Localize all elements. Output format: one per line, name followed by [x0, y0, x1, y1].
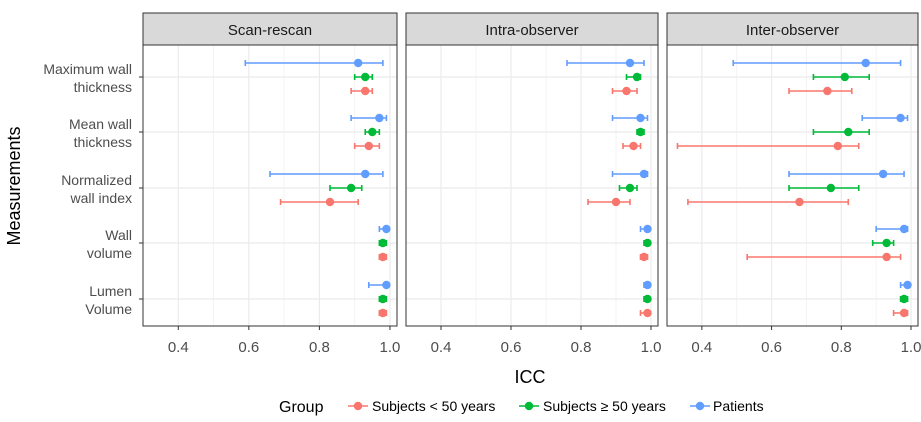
data-point — [643, 224, 652, 234]
data-point — [378, 252, 388, 262]
data-point — [823, 86, 832, 96]
facet-strip — [142, 12, 398, 46]
data-point — [361, 86, 370, 96]
data-point — [643, 280, 652, 290]
data-point — [378, 308, 388, 318]
data-point — [833, 141, 843, 151]
facet-title: Intra-observer — [485, 22, 578, 39]
data-point — [632, 72, 642, 82]
data-point — [622, 86, 631, 96]
y-tick-label-line1: Lumen — [89, 283, 132, 299]
data-point — [364, 141, 373, 151]
panel-border — [405, 44, 659, 327]
facet-strip — [405, 12, 659, 46]
legend-key-point — [353, 401, 363, 411]
x-tick-label: 0.8 — [571, 339, 592, 356]
legend-title: Group — [279, 399, 324, 416]
data-point — [325, 197, 335, 207]
y-tick-label-line1: Mean wall — [69, 116, 132, 132]
y-tick-label-line2: volume — [87, 245, 132, 261]
data-point — [844, 127, 853, 137]
panel-background — [143, 45, 397, 326]
x-tick-label: 1.0 — [901, 339, 921, 356]
data-point — [861, 58, 870, 68]
data-point — [353, 58, 363, 68]
data-point — [346, 183, 356, 193]
x-tick-label: 0.6 — [501, 339, 522, 356]
data-point — [375, 113, 384, 123]
data-point — [639, 252, 649, 262]
y-tick-label-line1: Maximum wall — [43, 61, 132, 77]
data-point — [643, 238, 652, 248]
facet-title: Inter-observer — [746, 22, 839, 39]
x-tick-label: 0.4 — [431, 339, 452, 356]
data-point — [625, 183, 635, 193]
data-point — [896, 113, 905, 123]
data-point — [643, 294, 652, 304]
y-tick-label-line2: thickness — [74, 134, 132, 150]
data-point — [378, 238, 388, 248]
data-point — [368, 127, 377, 137]
data-point — [382, 224, 391, 234]
data-point — [361, 169, 370, 179]
data-point — [899, 294, 909, 304]
x-tick-label: 1.0 — [380, 339, 401, 356]
data-point — [795, 197, 804, 207]
x-tick-label: 0.6 — [761, 339, 782, 356]
data-point — [611, 197, 621, 207]
x-tick-label: 0.4 — [168, 339, 189, 356]
x-tick-label: 0.8 — [309, 339, 330, 356]
panel-border — [666, 44, 919, 327]
x-tick-label: 0.4 — [691, 339, 712, 356]
facet-title: Scan-rescan — [228, 22, 312, 39]
data-point — [878, 169, 888, 179]
y-tick-label-line2: Volume — [85, 301, 132, 317]
y-tick-label-line1: Wall — [105, 227, 132, 243]
data-point — [361, 72, 370, 82]
y-tick-label-line2: thickness — [74, 79, 132, 95]
y-tick-label-line2: wall index — [70, 190, 132, 206]
data-point — [629, 141, 638, 151]
data-point — [903, 280, 912, 290]
data-point — [378, 294, 388, 304]
data-point — [639, 169, 649, 179]
y-axis-title: Measurements — [4, 126, 24, 245]
x-axis-title: ICC — [515, 367, 546, 387]
panel-border — [142, 44, 398, 327]
legend-entry: Subjects < 50 years — [372, 398, 495, 414]
legend-key-point — [695, 401, 705, 411]
legend-key-point — [524, 401, 534, 411]
legend-entry: Subjects ≥ 50 years — [543, 398, 666, 414]
data-point — [382, 280, 391, 290]
data-point — [826, 183, 836, 193]
data-point — [882, 238, 891, 248]
x-tick-label: 0.6 — [238, 339, 259, 356]
data-point — [643, 308, 652, 318]
y-tick-label-line1: Normalized — [61, 172, 132, 188]
x-tick-label: 1.0 — [641, 339, 662, 356]
panel-background — [667, 45, 918, 326]
x-tick-label: 0.8 — [831, 339, 852, 356]
data-point — [840, 72, 849, 82]
data-point — [625, 58, 635, 68]
data-point — [636, 113, 645, 123]
data-point — [882, 252, 891, 262]
data-point — [899, 308, 909, 318]
data-point — [899, 224, 909, 234]
data-point — [636, 127, 645, 137]
legend-entry: Patients — [713, 398, 764, 414]
